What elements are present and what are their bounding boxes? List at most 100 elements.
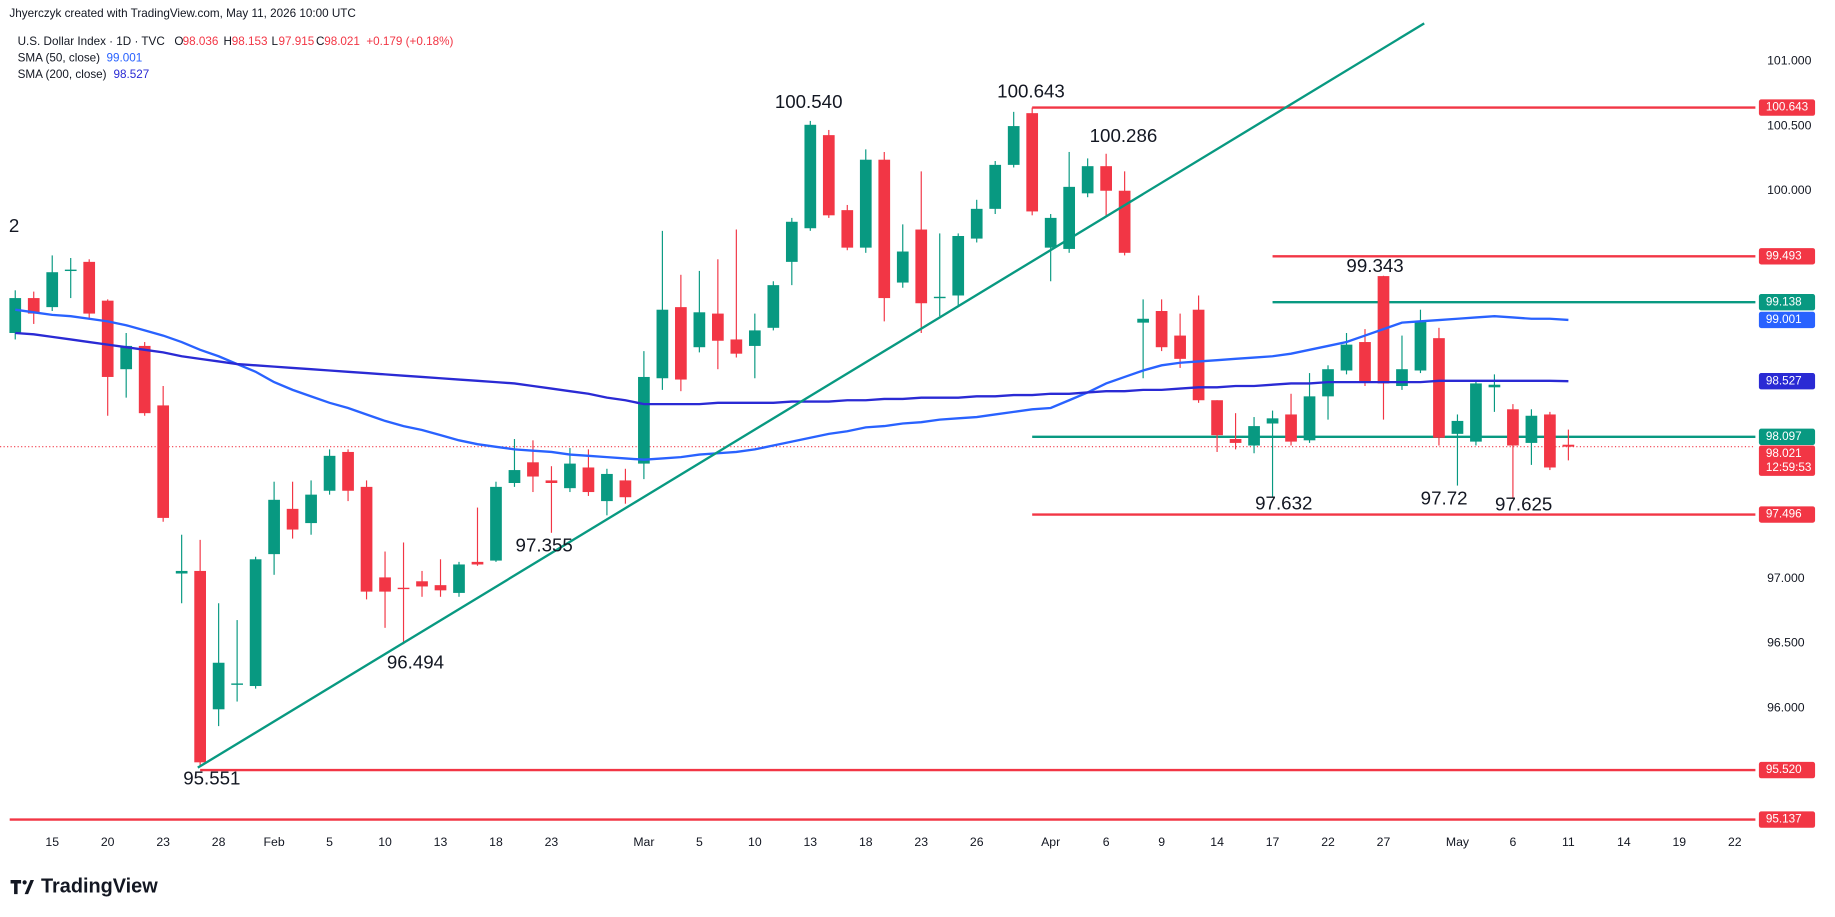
candle-body xyxy=(527,462,539,477)
candle-body xyxy=(46,272,59,308)
candle-body xyxy=(601,473,613,502)
level-badge-label: 99.138 xyxy=(1766,295,1802,308)
overlay: 101.000 100.500 100.000 97.000 96.500 96.000 1… xyxy=(9,54,1816,849)
candle-body xyxy=(785,221,798,262)
x-tick-label: 23 xyxy=(156,835,170,849)
candle-body xyxy=(1525,415,1538,443)
candle-body xyxy=(194,570,206,763)
candle-body xyxy=(804,124,817,229)
candle-body xyxy=(619,480,632,498)
logo-mark xyxy=(10,880,34,895)
candle-body xyxy=(416,581,428,587)
candle-body xyxy=(490,486,502,561)
candle-body xyxy=(1470,383,1482,442)
legend-key: O xyxy=(174,35,183,48)
candle-body xyxy=(138,345,151,414)
sma-legend-value: 99.001 xyxy=(107,52,143,65)
price-badge-countdown: 12:59:53 xyxy=(1766,461,1812,474)
level-badge-label: 95.520 xyxy=(1766,763,1802,776)
candle-body xyxy=(989,164,1002,209)
candle-body xyxy=(83,261,96,314)
legend-open: 98.036 xyxy=(183,35,219,48)
x-tick-label: 6 xyxy=(1510,835,1517,849)
x-tick-label: Feb xyxy=(264,835,285,849)
x-tick-label: 5 xyxy=(696,835,703,849)
candle-body xyxy=(1303,396,1316,441)
x-tick-label: 27 xyxy=(1377,835,1391,849)
x-tick-label: 28 xyxy=(212,835,226,849)
candle-body xyxy=(933,296,946,299)
candle-body xyxy=(27,298,40,314)
legend-high: 98.153 xyxy=(232,35,268,48)
y-tick-label: 96.500 xyxy=(1767,636,1805,650)
x-tick-label: Mar xyxy=(633,835,654,849)
candle-body xyxy=(397,587,410,590)
plot-area xyxy=(0,106,1756,821)
sma-legend-value: 98.527 xyxy=(114,68,150,81)
sma-legend: SMA (50, close) xyxy=(18,52,101,65)
candle-body xyxy=(1451,420,1464,434)
candle-body xyxy=(1248,426,1260,446)
candle-body xyxy=(1396,369,1408,387)
x-tick-label: 26 xyxy=(970,835,984,849)
candle-body xyxy=(564,463,576,489)
annotation: 97.355 xyxy=(516,534,573,555)
candle-body xyxy=(1340,344,1353,371)
level-badge xyxy=(1758,761,1816,779)
candle-body xyxy=(693,312,706,348)
candle-body xyxy=(1118,190,1131,253)
annotation: 100.643 xyxy=(997,80,1065,101)
candle-body xyxy=(286,508,299,530)
y-tick-label: 101.000 xyxy=(1767,54,1812,68)
sma-badge xyxy=(1758,373,1816,390)
candle-body xyxy=(1044,217,1057,248)
sma-badge-label: 98.527 xyxy=(1766,374,1802,387)
legend-close: 98.021 xyxy=(324,35,360,48)
legend-key: C xyxy=(316,35,324,48)
candle-body xyxy=(1562,444,1575,447)
price-badge-label: 98.021 xyxy=(1766,447,1802,460)
candle-body xyxy=(1229,439,1242,443)
price-badge xyxy=(1758,445,1816,476)
x-tick-label: 6 xyxy=(1103,835,1110,849)
candle-body xyxy=(1544,414,1556,468)
candle-body xyxy=(434,585,447,591)
candle-body xyxy=(767,285,780,328)
level-badge-label: 97.496 xyxy=(1766,508,1802,521)
x-tick-label: 23 xyxy=(545,835,559,849)
candle-body xyxy=(1100,166,1112,191)
candle-body xyxy=(1137,318,1149,323)
candle-body xyxy=(1266,418,1279,424)
candle-body xyxy=(822,135,835,216)
annotation: 97.72 xyxy=(1421,488,1468,509)
y-tick-label: 96.000 xyxy=(1767,700,1805,714)
level-badge-label: 98.097 xyxy=(1766,430,1802,443)
candle-body xyxy=(1433,338,1445,438)
candle-body xyxy=(841,210,854,248)
level-badge xyxy=(1758,294,1816,311)
x-tick-label: 14 xyxy=(1210,835,1224,849)
legend-low: 97.915 xyxy=(279,35,315,48)
level-badge xyxy=(1758,811,1816,828)
candle-body xyxy=(952,236,965,296)
candle-body xyxy=(915,229,928,304)
candle-body xyxy=(1155,311,1168,348)
brand: TradingView xyxy=(41,875,158,897)
x-tick-label: 22 xyxy=(1728,835,1742,849)
level-badge xyxy=(1758,248,1816,265)
candle-body xyxy=(675,307,687,380)
x-tick-label: 23 xyxy=(914,835,928,849)
level-badge xyxy=(1758,428,1816,446)
legend-key: L xyxy=(272,35,279,48)
candle-body xyxy=(545,480,558,483)
candle-body xyxy=(656,309,669,379)
candle-body xyxy=(268,499,280,555)
level-badge-label: 100.643 xyxy=(1766,101,1808,114)
candle-body xyxy=(120,345,133,370)
candle-body xyxy=(305,494,317,524)
candle-body xyxy=(712,313,724,341)
x-tick-label: May xyxy=(1446,835,1470,849)
annotation: 97.625 xyxy=(1495,493,1552,514)
